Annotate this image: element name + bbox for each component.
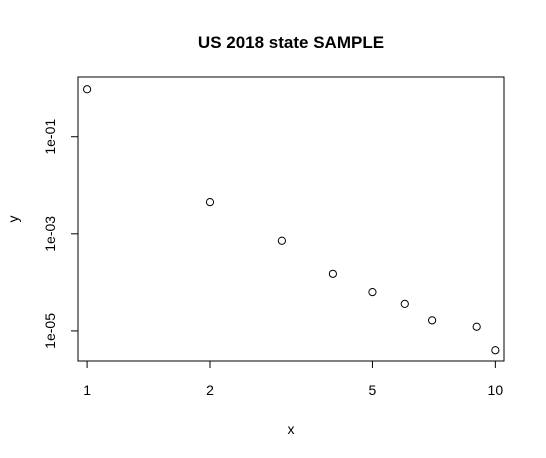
plot-area-frame <box>78 77 504 361</box>
x-tick-label: 2 <box>206 382 214 398</box>
data-point <box>369 289 376 296</box>
y-tick-label: 1e-05 <box>42 313 58 349</box>
y-axis: 1e-05 1e-03 1e-01 <box>42 119 78 349</box>
data-point <box>329 270 336 277</box>
y-tick-label: 1e-03 <box>42 216 58 252</box>
data-point <box>429 317 436 324</box>
data-point <box>278 237 285 244</box>
x-tick-label: 5 <box>369 382 377 398</box>
y-axis-label: y <box>5 216 21 223</box>
y-tick-label: 1e-01 <box>42 119 58 155</box>
x-tick-label: 1 <box>83 382 91 398</box>
x-tick-label: 10 <box>488 382 504 398</box>
data-point <box>473 323 480 330</box>
data-points <box>83 86 498 354</box>
data-point <box>492 347 499 354</box>
chart-title: US 2018 state SAMPLE <box>198 33 384 52</box>
data-point <box>401 300 408 307</box>
data-point <box>206 199 213 206</box>
x-axis: 1 2 5 10 <box>83 361 503 398</box>
x-axis-label: x <box>288 421 295 437</box>
data-point <box>83 86 90 93</box>
